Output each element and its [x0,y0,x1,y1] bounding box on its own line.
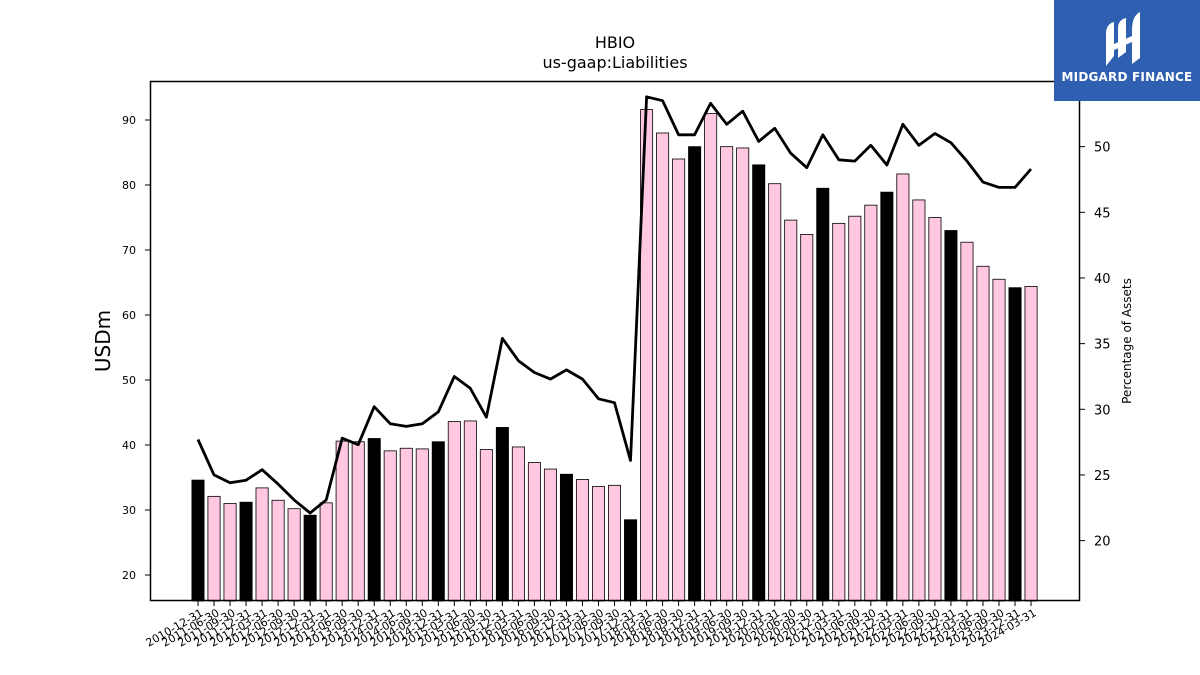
bar-2016-09-30 [559,473,573,602]
bar-2023-03-31 [976,265,990,602]
bar-2018-06-30 [672,158,686,602]
bar-2020-09-30 [816,187,830,602]
y2-tick-label: 25 [1094,469,1111,484]
bar-2016-03-31 [527,462,541,602]
bar-2021-12-31 [896,173,910,602]
bar-2022-12-31 [960,241,974,602]
bar-2021-09-30 [880,191,894,602]
bar-2023-09-30 [1008,287,1022,602]
y2-tick-label: 35 [1094,338,1111,353]
y-tick-label: 50 [122,374,136,387]
bar-2013-06-30 [351,441,365,602]
y-tick-label: 30 [122,504,136,517]
y2-tick-label: 45 [1094,206,1111,221]
bar-2018-03-31 [656,132,670,602]
y-tick-label: 80 [122,179,136,192]
bar-2011-09-30 [239,501,253,602]
bar-2018-09-30 [688,146,702,602]
y-tick-label: 40 [122,439,136,452]
bar-2017-09-30 [624,519,638,602]
y-tick-label: 70 [122,244,136,257]
chart-subtitle: us-gaap:Liabilities [542,53,687,72]
y-tick-label: 90 [122,114,136,127]
bar-2023-06-30 [992,278,1006,602]
bar-2022-03-31 [912,199,926,602]
y-axis-label: USDm [91,310,115,372]
y2-tick-label: 30 [1094,403,1111,418]
bar-2021-03-31 [848,215,862,602]
bar-2011-06-30 [223,503,237,602]
bar-2023-12-31 [1024,285,1038,602]
y-tick-label: 20 [122,569,136,582]
bar-2012-12-31 [319,502,333,602]
bar-2012-06-30 [287,508,301,602]
bar-2012-03-31 [271,499,285,602]
bar-2020-06-30 [800,233,814,602]
y2-tick-label: 50 [1094,141,1111,156]
bar-2017-06-30 [608,484,622,602]
bar-2021-06-30 [864,204,878,602]
bar-2015-09-30 [495,427,509,602]
line-series-percentage-of-assets [196,95,1033,515]
bar-2019-03-31 [720,146,734,602]
bars-layer [191,109,1038,602]
bar-2013-09-30 [367,438,381,602]
chart-title: HBIO [595,33,635,52]
bar-2011-12-31 [255,487,269,602]
bar-2020-03-31 [784,219,798,602]
bar-2015-03-31 [463,420,477,602]
brand-logo: MIDGARD FINANCE [1054,0,1200,101]
bar-2019-12-31 [768,183,782,602]
bar-2022-09-30 [944,230,958,602]
y-axis-left: 20 30 40 50 60 70 80 90 [122,114,150,582]
bar-2014-06-30 [415,448,429,602]
brand-name: MIDGARD FINANCE [1061,70,1193,84]
bar-2014-12-31 [447,421,461,602]
bar-2013-12-31 [383,450,397,602]
plot-frame [149,80,1081,602]
bar-2013-03-31 [335,440,349,602]
bar-2020-12-31 [832,222,846,602]
bar-2010-12-31 [191,479,205,602]
bar-2012-09-30 [303,514,317,602]
bar-2014-09-30 [431,441,445,602]
y2-tick-label: 40 [1094,272,1111,287]
bar-2022-06-30 [928,217,942,602]
line-layer [196,95,1033,515]
midgard-logo-icon [1106,12,1140,66]
bar-2015-06-30 [479,449,493,602]
bar-2015-12-31 [511,446,525,602]
bar-2017-03-31 [592,486,606,602]
bar-2011-03-31 [207,495,221,602]
x-axis: 2010-12-312011-06-302011-09-302011-12-31… [144,601,1039,650]
bar-2014-03-31 [399,447,413,602]
y-tick-label: 60 [122,309,136,322]
y2-axis-label: Percentage of Assets [1120,278,1134,404]
y-axis-right: 20 25 30 35 40 45 50 [1080,141,1111,550]
bar-2018-12-31 [704,113,718,602]
bar-2016-12-31 [575,479,589,602]
bar-2016-06-30 [543,468,557,602]
bar-2019-06-30 [736,147,750,602]
bar-2019-09-30 [752,164,766,602]
y2-tick-label: 20 [1094,535,1111,550]
